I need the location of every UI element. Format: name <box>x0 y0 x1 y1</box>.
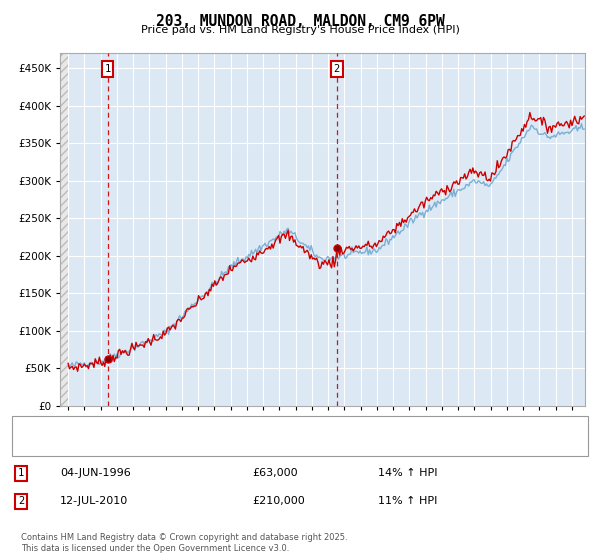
Bar <box>60 53 68 406</box>
Text: 2: 2 <box>18 496 24 506</box>
Text: Contains HM Land Registry data © Crown copyright and database right 2025.
This d: Contains HM Land Registry data © Crown c… <box>21 533 347 553</box>
Text: £63,000: £63,000 <box>252 468 298 478</box>
Text: 04-JUN-1996: 04-JUN-1996 <box>60 468 131 478</box>
Text: £210,000: £210,000 <box>252 496 305 506</box>
Text: 203, MUNDON ROAD, MALDON, CM9 6PW (semi-detached house): 203, MUNDON ROAD, MALDON, CM9 6PW (semi-… <box>51 422 371 432</box>
Text: 1: 1 <box>18 468 24 478</box>
Text: —: — <box>24 439 38 454</box>
Text: 12-JUL-2010: 12-JUL-2010 <box>60 496 128 506</box>
Text: Price paid vs. HM Land Registry's House Price Index (HPI): Price paid vs. HM Land Registry's House … <box>140 25 460 35</box>
Text: 2: 2 <box>334 64 340 74</box>
Text: —: — <box>24 421 38 435</box>
Text: HPI: Average price, semi-detached house, Maldon: HPI: Average price, semi-detached house,… <box>51 441 294 451</box>
Text: 11% ↑ HPI: 11% ↑ HPI <box>378 496 437 506</box>
Text: 203, MUNDON ROAD, MALDON, CM9 6PW: 203, MUNDON ROAD, MALDON, CM9 6PW <box>155 14 445 29</box>
Text: 14% ↑ HPI: 14% ↑ HPI <box>378 468 437 478</box>
Text: 1: 1 <box>104 64 111 74</box>
